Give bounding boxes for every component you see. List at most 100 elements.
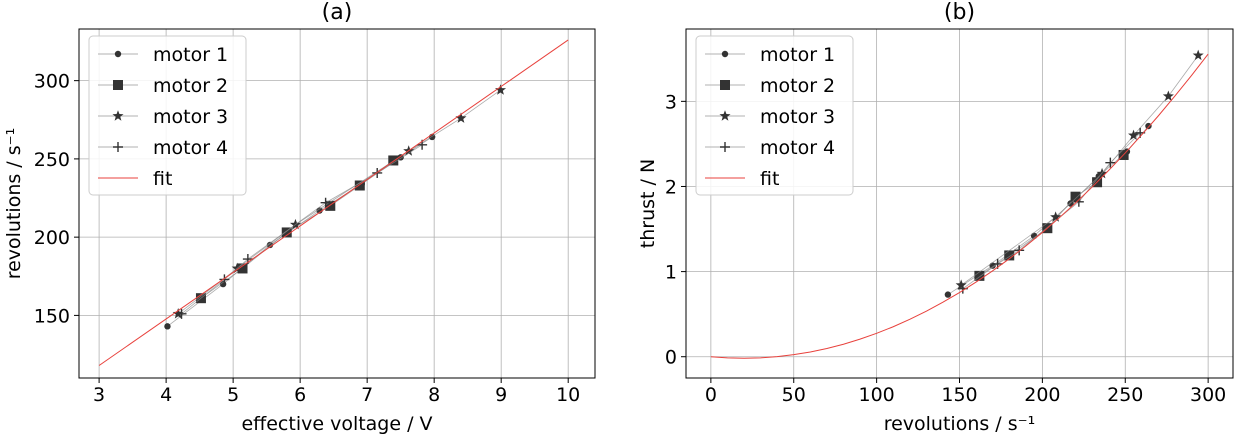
plot-data — [710, 49, 1209, 359]
x-tick-label: 6 — [294, 384, 306, 406]
y-tick-label: 0 — [665, 347, 677, 369]
fit-line — [98, 39, 569, 366]
data-point-motor-2 — [354, 180, 365, 191]
x-tick-label: 150 — [941, 384, 977, 406]
y-axis-label: revolutions / s⁻¹ — [3, 128, 25, 280]
series-line-motor-2 — [200, 160, 394, 299]
data-point-motor-3 — [289, 218, 301, 230]
legend-item-fit: fit — [705, 168, 779, 190]
data-point-motor-3 — [495, 84, 507, 95]
data-point-motor-1 — [944, 291, 952, 298]
y-axis-label: thrust / N — [637, 159, 659, 248]
data-point-motor-2 — [974, 270, 985, 281]
data-point-motor-3 — [1192, 49, 1204, 61]
legend-marker — [721, 50, 729, 58]
legend-label: motor 1 — [760, 44, 835, 66]
data-point-motor-3 — [455, 112, 467, 123]
legend-label: motor 4 — [153, 137, 228, 159]
series-motor-4 — [957, 127, 1146, 294]
x-tick-label: 300 — [1190, 384, 1226, 406]
series-motor-3 — [955, 49, 1204, 290]
legend-item-motor-2: motor 2 — [705, 75, 835, 97]
ticks: 3 4 5 6 7 8 9 10 150 200 250 300 — [34, 71, 581, 406]
legend-marker — [114, 50, 122, 58]
legend-label: motor 3 — [153, 106, 228, 128]
data-point-motor-2 — [388, 155, 399, 166]
legend-label: motor 2 — [760, 75, 835, 97]
chart-title: (a) — [322, 0, 353, 25]
legend-item-fit: fit — [98, 168, 172, 190]
legend-box — [88, 35, 247, 196]
data-point-motor-1 — [316, 207, 323, 214]
data-point-motor-1 — [1145, 122, 1152, 130]
series-line-motor-3 — [960, 55, 1199, 286]
data-point-motor-3 — [1128, 129, 1140, 141]
data-point-motor-2 — [281, 227, 292, 238]
axes-frame — [78, 28, 596, 379]
x-tick-label: 250 — [1107, 384, 1143, 406]
legend-marker — [720, 142, 730, 152]
y-tick-label: 3 — [665, 91, 677, 113]
fit-line — [710, 53, 1209, 359]
legend-item-motor-1: motor 1 — [705, 44, 835, 66]
legend-label: motor 1 — [153, 44, 228, 66]
y-tick-label: 150 — [34, 305, 70, 327]
plot-data — [98, 39, 569, 366]
data-point-motor-2 — [325, 200, 336, 211]
data-point-motor-3 — [1162, 90, 1174, 101]
x-tick-label: 100 — [858, 384, 894, 406]
legend-label: motor 4 — [760, 137, 835, 159]
legend-item-motor-3: motor 3 — [705, 106, 835, 128]
x-tick-label: 50 — [782, 384, 806, 406]
legend-marker — [720, 80, 730, 90]
x-axis-label: effective voltage / V — [241, 413, 432, 435]
legend-label: motor 3 — [760, 106, 835, 128]
series-fit — [710, 53, 1209, 359]
chart-title: (b) — [944, 0, 975, 25]
x-tick-label: 3 — [93, 384, 105, 406]
data-point-motor-1 — [266, 241, 274, 249]
legend: motor 1 motor 2 motor 3 motor 4 fit — [695, 35, 854, 196]
x-tick-label: 200 — [1024, 384, 1060, 406]
data-point-motor-1 — [164, 323, 171, 330]
x-tick-label: 9 — [495, 384, 507, 406]
chart-panel-b: 0 50 100 150 200 250 300 0 1 2 3 (b) revolutions / s… — [637, 0, 1234, 435]
y-tick-label: 300 — [34, 71, 70, 93]
legend-box — [695, 35, 854, 196]
legend-marker — [719, 110, 731, 121]
legend-marker — [112, 110, 124, 121]
x-tick-label: 4 — [160, 384, 172, 406]
data-point-motor-2 — [1004, 250, 1015, 261]
legend-label: fit — [153, 168, 172, 190]
legend-item-motor-1: motor 1 — [98, 44, 228, 66]
data-point-motor-4 — [1014, 245, 1025, 256]
data-point-motor-2 — [1070, 191, 1081, 202]
series-line-motor-1 — [947, 125, 1149, 295]
legend-label: motor 2 — [153, 75, 228, 97]
x-tick-label: 8 — [428, 384, 440, 406]
legend-label: fit — [760, 168, 779, 190]
legend: motor 1 motor 2 motor 3 motor 4 fit — [88, 35, 247, 196]
data-point-motor-2 — [237, 263, 248, 274]
x-tick-label: 5 — [227, 384, 239, 406]
y-tick-label: 2 — [665, 176, 677, 198]
x-tick-label: 0 — [705, 384, 717, 406]
series-motor-1 — [164, 133, 436, 330]
data-point-motor-4 — [1105, 157, 1116, 168]
legend-marker — [113, 142, 123, 152]
series-fit — [98, 39, 569, 366]
data-point-motor-3 — [955, 279, 967, 290]
legend-item-motor-2: motor 2 — [98, 75, 228, 97]
legend-item-motor-4: motor 4 — [98, 137, 228, 159]
legend-item-motor-4: motor 4 — [705, 137, 835, 159]
legend-marker — [113, 80, 123, 90]
y-tick-label: 1 — [665, 262, 677, 284]
ticks: 0 50 100 150 200 250 300 0 1 2 3 — [665, 91, 1226, 406]
legend-item-motor-3: motor 3 — [98, 106, 228, 128]
series-line-motor-4 — [181, 144, 423, 315]
x-axis-label: revolutions / s⁻¹ — [884, 413, 1036, 435]
x-tick-label: 7 — [361, 384, 373, 406]
y-tick-label: 250 — [34, 149, 70, 171]
